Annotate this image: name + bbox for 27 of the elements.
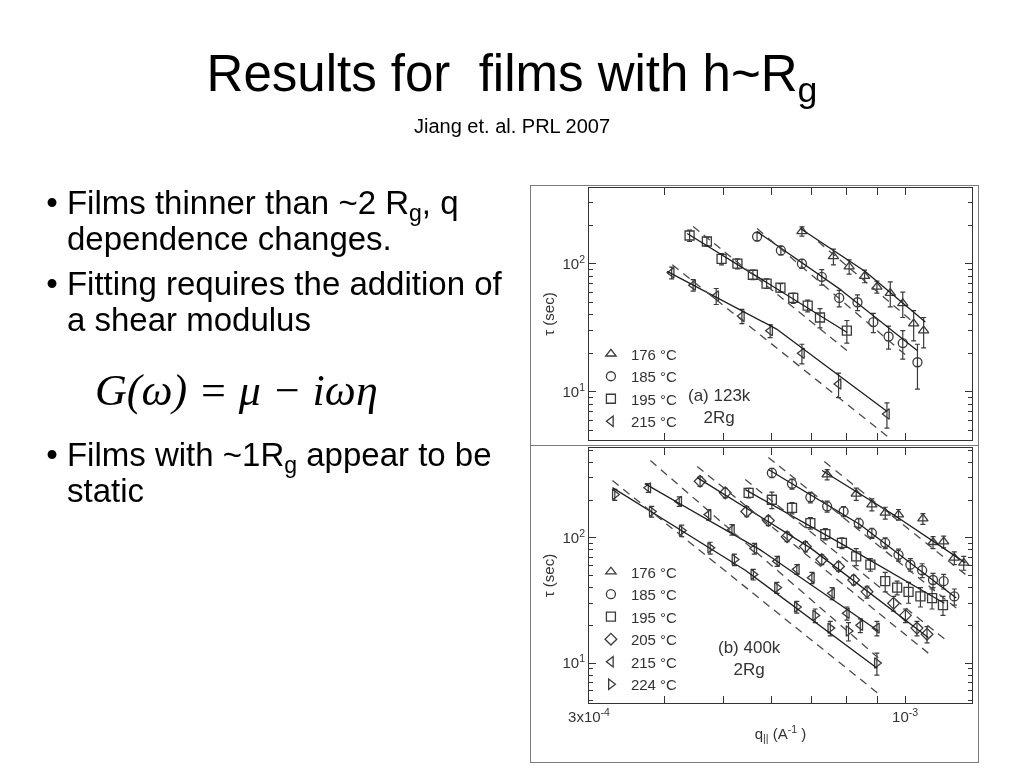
legend-label: 224 °C xyxy=(630,676,678,694)
legend-label: 185 °C xyxy=(630,586,678,604)
legend-label: 185 °C xyxy=(630,368,678,386)
legend-label: 205 °C xyxy=(630,631,678,649)
legend-label: 195 °C xyxy=(630,390,678,408)
y-tick-label: 10$^{2}$ xyxy=(562,252,586,272)
annotation: (a) 123k 2Rg xyxy=(688,386,751,428)
x-axis-title: q$_{||}$ (A$^{-1}$ ) xyxy=(754,722,807,745)
text: • Films with ~1R$_{g}$ appear to be static xyxy=(46,436,492,509)
x-tick-label: 10$^{-3}$ xyxy=(892,705,919,725)
y-tick-label: 10$^{1}$ xyxy=(562,380,586,400)
text: Results for films with h~R$_{g}$ xyxy=(205,44,819,110)
annotation: (b) 400k 2Rg xyxy=(718,638,781,680)
legend-label: 176 °C xyxy=(630,345,678,363)
legend-label: 215 °C xyxy=(630,413,678,431)
y-axis-title: τ (sec) xyxy=(539,292,557,336)
text: Jiang et. al. PRL 2007 xyxy=(412,114,612,138)
x-tick-label: 3x10$^{-4}$ xyxy=(568,705,611,725)
legend-label: 176 °C xyxy=(630,563,678,581)
text: • Films thinner than ~2 R$_{g}$, q dependence changes. xyxy=(45,184,460,257)
legend-label: 195 °C xyxy=(630,608,678,626)
y-axis-title: τ (sec) xyxy=(539,553,557,598)
legend-label: 215 °C xyxy=(630,653,678,671)
y-tick-label: 10$^{1}$ xyxy=(562,652,586,672)
y-tick-label: 10$^{2}$ xyxy=(562,526,586,546)
text: G(ω) = μ − iωη xyxy=(95,366,379,416)
text: • Fitting requires the addition of a shear modulus xyxy=(45,265,503,338)
